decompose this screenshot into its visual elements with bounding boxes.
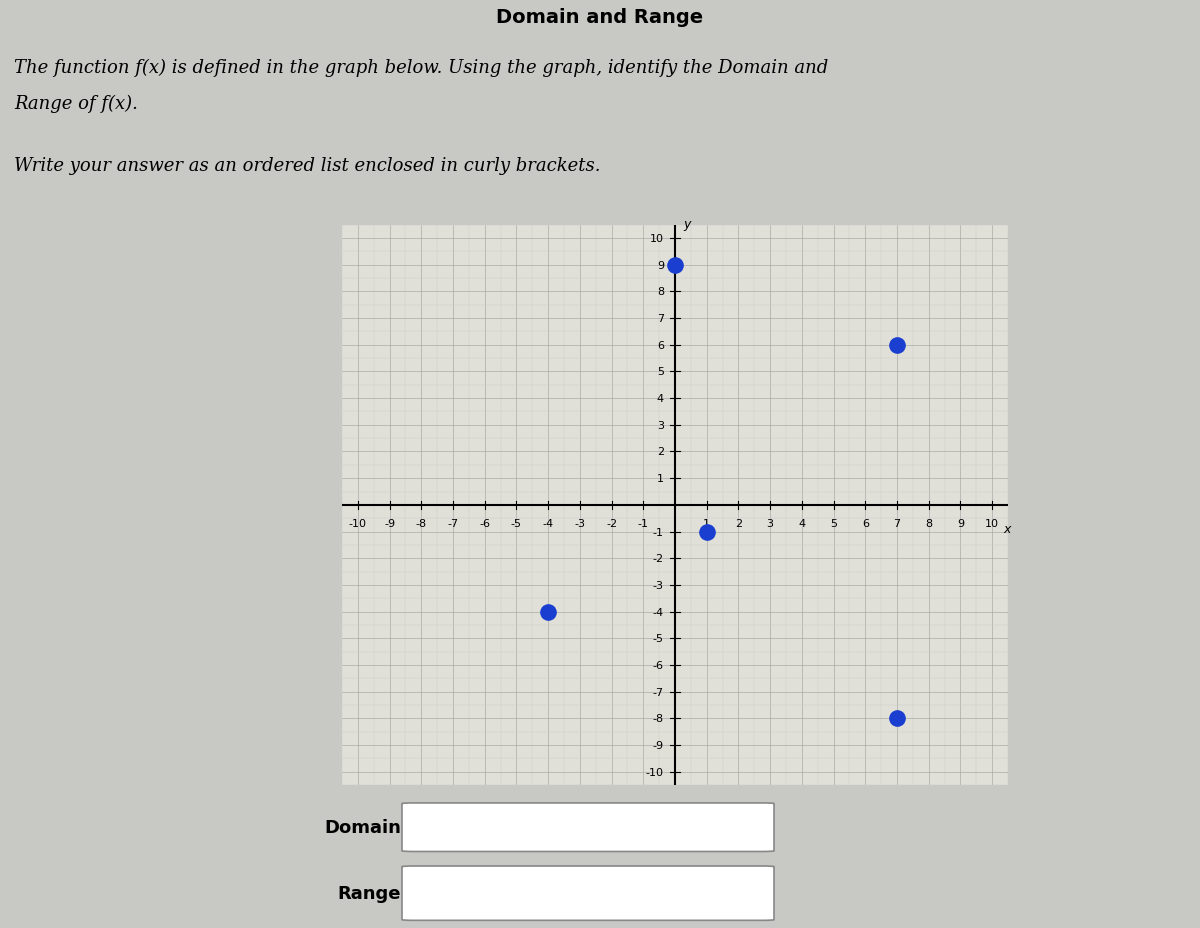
Point xyxy=(887,338,906,353)
Point xyxy=(665,258,684,273)
Text: 3: 3 xyxy=(656,420,664,431)
FancyBboxPatch shape xyxy=(402,803,774,852)
Point xyxy=(539,604,558,619)
Text: -6: -6 xyxy=(479,519,491,529)
Text: -1: -1 xyxy=(637,519,649,529)
Text: 6: 6 xyxy=(862,519,869,529)
Text: -2: -2 xyxy=(606,519,617,529)
Text: y: y xyxy=(683,218,690,231)
Text: -4: -4 xyxy=(542,519,553,529)
Text: Domain and Range: Domain and Range xyxy=(497,8,703,27)
Text: -8: -8 xyxy=(415,519,427,529)
Point xyxy=(887,711,906,726)
Text: -5: -5 xyxy=(653,634,664,643)
Text: -6: -6 xyxy=(653,660,664,670)
Text: -7: -7 xyxy=(653,687,664,697)
Text: The function f(x) is defined in the graph below. Using the graph, identify the D: The function f(x) is defined in the grap… xyxy=(14,58,829,77)
FancyBboxPatch shape xyxy=(402,866,774,921)
Text: x: x xyxy=(1003,522,1010,535)
Text: Range:: Range: xyxy=(337,884,408,902)
Text: 1: 1 xyxy=(703,519,710,529)
Text: Write your answer as an ordered list enclosed in curly brackets.: Write your answer as an ordered list enc… xyxy=(14,157,601,174)
Text: -8: -8 xyxy=(653,714,664,724)
Text: 4: 4 xyxy=(656,393,664,404)
Text: -10: -10 xyxy=(646,767,664,777)
Text: 5: 5 xyxy=(830,519,838,529)
Text: 2: 2 xyxy=(656,447,664,457)
Text: -5: -5 xyxy=(511,519,522,529)
Point xyxy=(697,524,716,539)
Text: 2: 2 xyxy=(734,519,742,529)
Text: 9: 9 xyxy=(956,519,964,529)
Text: -4: -4 xyxy=(653,607,664,617)
Text: 9: 9 xyxy=(656,261,664,270)
Text: 4: 4 xyxy=(798,519,805,529)
Text: 10: 10 xyxy=(985,519,1000,529)
Text: -3: -3 xyxy=(575,519,586,529)
Text: 10: 10 xyxy=(650,234,664,244)
Text: 1: 1 xyxy=(656,473,664,483)
Text: 7: 7 xyxy=(656,314,664,324)
Text: 5: 5 xyxy=(656,367,664,377)
Text: 8: 8 xyxy=(925,519,932,529)
Text: -2: -2 xyxy=(653,554,664,563)
Text: 8: 8 xyxy=(656,287,664,297)
Text: -10: -10 xyxy=(349,519,367,529)
Text: Domain:: Domain: xyxy=(324,818,408,836)
Text: 3: 3 xyxy=(767,519,774,529)
Text: -9: -9 xyxy=(384,519,395,529)
Text: -9: -9 xyxy=(653,741,664,750)
Text: 6: 6 xyxy=(656,341,664,351)
Text: -3: -3 xyxy=(653,580,664,590)
Text: 7: 7 xyxy=(894,519,900,529)
Text: Range of f(x).: Range of f(x). xyxy=(14,95,138,113)
Text: -7: -7 xyxy=(448,519,458,529)
Text: -1: -1 xyxy=(653,527,664,537)
